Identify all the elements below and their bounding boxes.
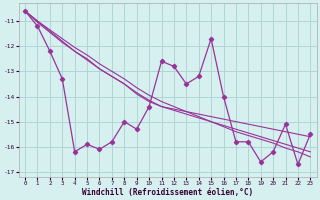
- X-axis label: Windchill (Refroidissement éolien,°C): Windchill (Refroidissement éolien,°C): [82, 188, 253, 197]
